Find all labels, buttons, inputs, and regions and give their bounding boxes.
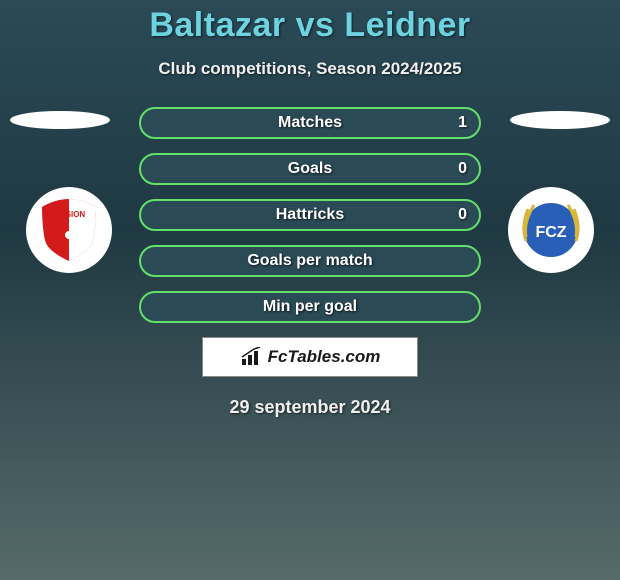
footer-logo[interactable]: FcTables.com [202, 337, 418, 377]
stat-value-right: 0 [458, 160, 467, 178]
stat-value-right: 0 [458, 206, 467, 224]
svg-text:FCZ: FCZ [535, 224, 566, 241]
stat-row-matches: Matches 1 [139, 107, 481, 139]
stat-label: Goals [288, 160, 332, 178]
stat-label: Min per goal [263, 298, 357, 316]
club-badge-left: FC SION [26, 187, 112, 273]
stat-rows: Matches 1 Goals 0 Hattricks 0 Goals per … [139, 107, 481, 323]
page-title: Baltazar vs Leidner [0, 0, 620, 45]
stat-value-right: 1 [458, 114, 467, 132]
footer-logo-text: FcTables.com [268, 347, 381, 367]
stat-label: Goals per match [247, 252, 372, 270]
stat-row-hattricks: Hattricks 0 [139, 199, 481, 231]
player-marker-left [10, 111, 110, 129]
player-marker-right [510, 111, 610, 129]
stat-row-min-per-goal: Min per goal [139, 291, 481, 323]
fc-zurich-logo-icon: FCZ [516, 195, 586, 265]
match-date: 29 september 2024 [0, 397, 620, 418]
svg-text:FC SION: FC SION [53, 210, 86, 219]
stat-label: Hattricks [276, 206, 344, 224]
stat-row-goals: Goals 0 [139, 153, 481, 185]
comparison-panel: FC SION FCZ Matches 1 Goals 0 [0, 107, 620, 418]
stat-row-goals-per-match: Goals per match [139, 245, 481, 277]
fc-sion-logo-icon: FC SION [34, 195, 104, 265]
subtitle: Club competitions, Season 2024/2025 [0, 59, 620, 79]
stat-label: Matches [278, 114, 342, 132]
club-badge-right: FCZ [508, 187, 594, 273]
bar-chart-icon [240, 347, 264, 367]
